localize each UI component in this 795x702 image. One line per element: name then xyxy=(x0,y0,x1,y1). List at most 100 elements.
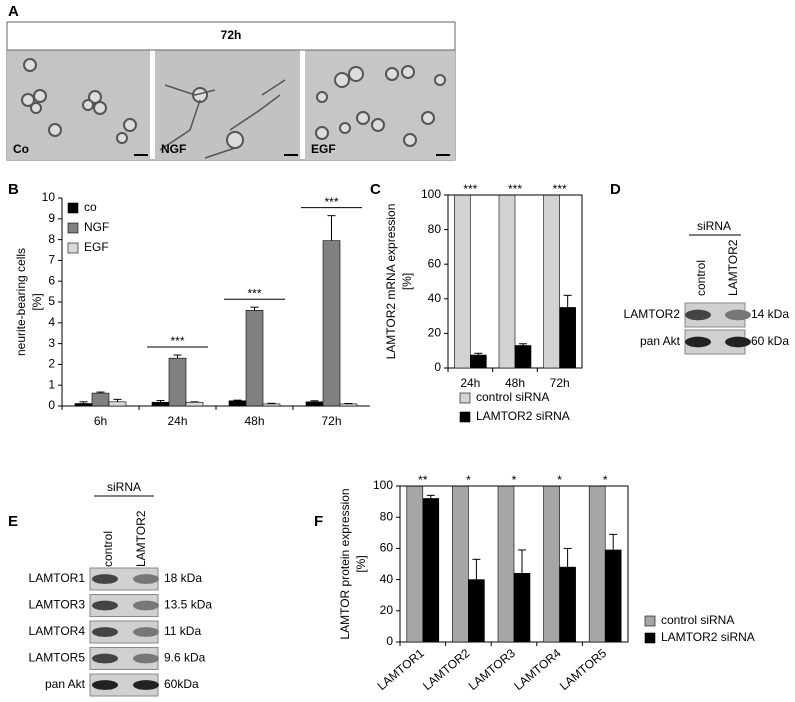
bar xyxy=(322,240,341,407)
legend-swatch xyxy=(644,632,656,644)
neurites xyxy=(159,79,286,159)
bar xyxy=(543,194,560,369)
blot-band xyxy=(133,653,159,664)
bar xyxy=(498,194,516,369)
significance-label: * xyxy=(603,473,608,487)
legend-label: NGF xyxy=(84,220,109,234)
blot-row-label: LAMTOR5 xyxy=(29,651,86,665)
blot-row-label: LAMTOR2 xyxy=(624,307,681,321)
legend-swatch xyxy=(459,392,471,404)
blot-size-label: 14 kDa xyxy=(751,307,789,321)
blot-row-label: pan Akt xyxy=(640,334,681,348)
cells xyxy=(21,58,446,149)
y-tick-label: 80 xyxy=(428,222,442,236)
y-tick-label: 60 xyxy=(428,256,442,270)
image-label: Co xyxy=(13,142,29,156)
y-tick-label: 2 xyxy=(48,357,55,371)
y-tick-label: 9 xyxy=(48,211,55,225)
blot-size-label: 13.5 kDa xyxy=(164,598,212,612)
micrograph xyxy=(305,50,455,160)
blot-band xyxy=(725,336,751,348)
y-tick-label: 40 xyxy=(428,291,442,305)
y-axis-label: LAMTOR2 mRNA expression xyxy=(384,204,398,360)
significance-label: ** xyxy=(418,473,428,487)
significance-label: * xyxy=(466,473,471,487)
y-tick-label: 100 xyxy=(421,187,441,201)
blot-row-label: LAMTOR4 xyxy=(29,624,86,638)
bar xyxy=(514,345,532,369)
bar xyxy=(559,566,576,643)
panel-letter: F xyxy=(314,513,323,530)
bar xyxy=(228,400,247,407)
x-tick-label: 6h xyxy=(94,414,107,428)
legend-swatch xyxy=(67,202,79,214)
lane-label: LAMTOR2 xyxy=(726,239,740,296)
lane-label: LAMTOR2 xyxy=(134,510,148,567)
x-tick-label: 48h xyxy=(505,376,525,390)
blot-band xyxy=(92,680,118,690)
significance-label: * xyxy=(557,473,562,487)
panel-letter: C xyxy=(370,181,381,198)
y-tick-label: 0 xyxy=(434,360,441,374)
blot-size-label: 60 kDa xyxy=(751,334,789,348)
blot-band xyxy=(133,680,159,690)
significance-label: *** xyxy=(324,195,338,209)
blot-size-label: 60kDa xyxy=(164,677,199,691)
y-tick-label: 20 xyxy=(428,326,442,340)
blot-row-label: LAMTOR3 xyxy=(29,598,86,612)
bar xyxy=(513,573,531,643)
bar xyxy=(454,194,471,369)
y-tick-label: 20 xyxy=(380,603,394,617)
y-axis-label: [%] xyxy=(354,555,368,572)
bar xyxy=(74,403,93,407)
blot-size-label: 9.6 kDa xyxy=(164,651,206,665)
y-axis-label: neurite-bearing cells xyxy=(14,248,28,356)
y-tick-label: 10 xyxy=(42,190,56,204)
blot-band xyxy=(685,336,711,348)
bar xyxy=(245,310,264,407)
y-tick-label: 0 xyxy=(386,634,393,648)
legend-label: EGF xyxy=(84,240,109,254)
lane-label: control xyxy=(694,260,708,296)
blot-band xyxy=(133,627,159,637)
bar xyxy=(543,485,560,643)
bar xyxy=(305,401,324,407)
significance-label: *** xyxy=(508,182,522,196)
blot-band xyxy=(133,600,159,611)
y-tick-label: 6 xyxy=(48,273,55,287)
bar xyxy=(168,357,187,407)
y-tick-label: 5 xyxy=(48,294,55,308)
image-label: NGF xyxy=(161,142,186,156)
panel-letter: E xyxy=(8,513,18,530)
bar xyxy=(468,579,485,643)
y-axis-label: [%] xyxy=(400,273,414,290)
y-tick-label: 7 xyxy=(48,253,55,267)
bar xyxy=(185,401,204,407)
bar xyxy=(588,485,606,643)
bar xyxy=(262,403,281,407)
panel-letter: D xyxy=(610,181,621,198)
bar xyxy=(422,498,440,643)
bar xyxy=(470,354,487,369)
significance-label: *** xyxy=(463,182,477,196)
significance-label: *** xyxy=(553,182,567,196)
x-tick-label: 72h xyxy=(321,414,341,428)
y-tick-label: 100 xyxy=(373,478,393,492)
y-axis-label: LAMTOR protein expression xyxy=(338,488,352,639)
legend-swatch xyxy=(459,411,471,423)
blot-size-label: 11 kDa xyxy=(164,624,201,638)
y-tick-label: 60 xyxy=(380,541,394,555)
blot-header: siRNA xyxy=(697,219,731,233)
blot-band xyxy=(725,309,751,321)
legend-swatch xyxy=(67,242,79,254)
legend-label: LAMTOR2 siRNA xyxy=(661,630,755,644)
bar xyxy=(108,401,127,407)
y-tick-label: 1 xyxy=(48,377,55,391)
image-label: EGF xyxy=(311,142,336,156)
bar xyxy=(559,307,576,369)
y-tick-label: 0 xyxy=(48,398,55,412)
legend-label: control siRNA xyxy=(661,613,734,627)
bar xyxy=(497,485,515,643)
panel-a: 72h Co NGF EGF xyxy=(6,21,456,161)
